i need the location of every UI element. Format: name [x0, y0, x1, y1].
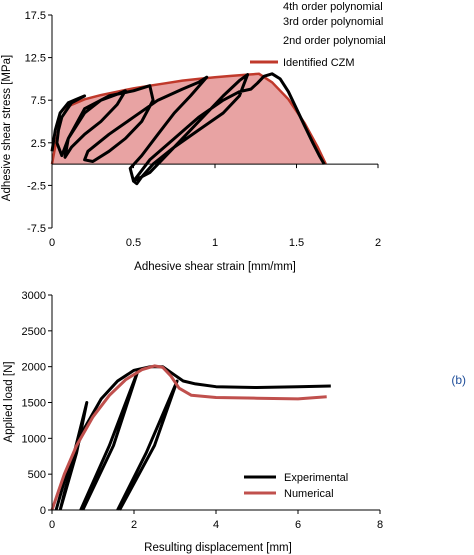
bottom-ytick-label: 0: [40, 505, 46, 517]
top-ytick-label: -2.5: [27, 180, 46, 192]
top-xtick-label: 0.5: [126, 237, 141, 249]
top-ytick-label: 17.5: [25, 10, 46, 22]
bottom-xtick-label: 0: [49, 519, 55, 531]
bottom-xtick-label: 8: [377, 519, 383, 531]
legend-numerical: Numerical: [284, 488, 334, 500]
legend-2nd-order: 2nd order polynomial: [283, 35, 386, 47]
legend-4th-order: 4th order polynomial: [283, 1, 383, 13]
top-ytick-label: 7.5: [31, 95, 46, 107]
panel-label-b: (b): [451, 373, 466, 387]
legend-experimental: Experimental: [284, 472, 348, 484]
top-xtick-label: 1.5: [289, 237, 304, 249]
bottom-ylabel: Applied load [N]: [3, 361, 15, 442]
bottom-xlabel: Resulting displacement [mm]: [144, 542, 292, 554]
top-ytick-label: -7.5: [27, 223, 46, 235]
experimental-polynomial-curve: [50, 72, 326, 186]
bottom-chart: 3000 2500 2000 1500 1000 500 00 2 4 6 8 Resulting …: [3, 290, 466, 554]
top-legend: 4th order polynomial 3rd order polynomia…: [250, 1, 386, 69]
top-ytick-label: 12.5: [25, 53, 46, 65]
top-xlabel: Adhesive shear strain [mm/mm]: [134, 261, 296, 273]
czm-line: [50, 72, 327, 165]
bottom-ytick-label: 3000: [22, 290, 46, 302]
bottom-ytick-label: 1000: [22, 433, 46, 445]
legend-3rd-order: 3rd order polynomial: [283, 16, 383, 28]
bottom-ytick-label: 500: [28, 469, 46, 481]
bottom-xtick-label: 6: [295, 519, 301, 531]
top-xtick-label: 2: [375, 237, 381, 249]
experimental-unload-loop-3: [116, 379, 179, 511]
bottom-xtick-label: 4: [213, 519, 219, 531]
top-ylabel: Adhesive shear stress [MPa]: [1, 55, 13, 201]
experimental-unload-loop-1: [58, 401, 89, 511]
top-xtick-label: 0: [49, 237, 55, 249]
bottom-ytick-label: 1500: [22, 398, 46, 410]
bottom-ytick-label: 2000: [22, 362, 46, 374]
legend-identified-czm: Identified CZM: [283, 57, 355, 69]
top-chart: 17.5 12.5 7.5 2.5 -2.5 -7.50 0.5 1 1.5 2 Adhesive…: [1, 1, 386, 273]
top-xtick-label: 1: [212, 237, 218, 249]
bottom-legend: Experimental Numerical: [244, 472, 348, 500]
top-ytick-label: 2.5: [31, 138, 46, 150]
bottom-ytick-label: 2500: [22, 326, 46, 338]
bottom-xtick-label: 2: [131, 519, 137, 531]
numerical-series-line: [50, 364, 327, 511]
